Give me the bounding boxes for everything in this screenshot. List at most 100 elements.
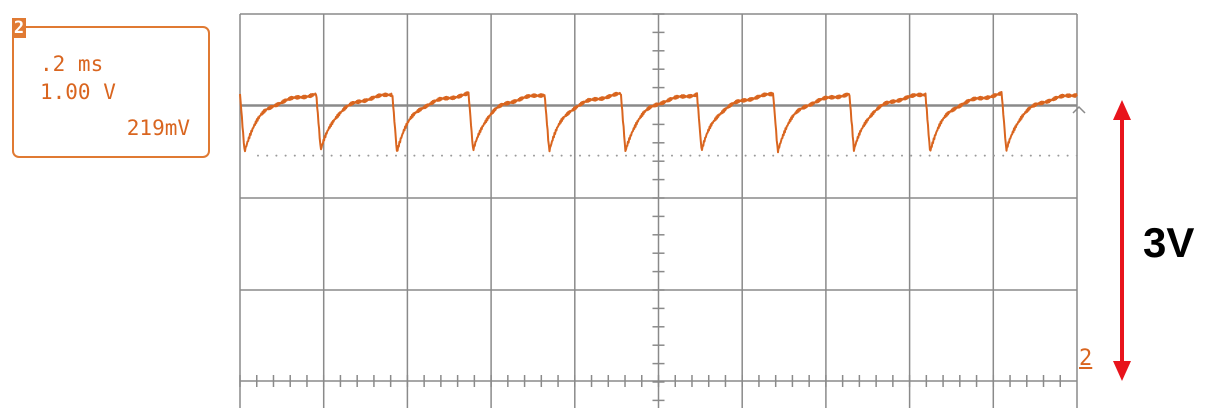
reference-dot [505,154,508,157]
reference-dot [1075,154,1078,157]
reference-dot [790,154,793,157]
reference-dot [330,154,333,157]
reference-dot [763,154,765,157]
reference-dot [468,154,471,157]
reference-dot [864,154,867,157]
trigger-arrow [1072,105,1086,114]
reference-dot [781,154,784,157]
reference-dot [661,154,664,157]
reference-dot [753,154,756,157]
reference-dot [689,154,692,157]
reference-dot [275,154,278,157]
reference-dot [974,154,977,157]
reference-dot [671,154,673,157]
measurement-readout: 219mV [126,116,190,140]
reference-dot [376,154,379,157]
reference-dot [395,154,397,157]
reference-dot [413,154,416,157]
reference-dot [441,154,443,157]
reference-dot [597,154,600,157]
reference-dot [477,154,480,157]
reference-dot [799,154,802,157]
reference-dot [1011,154,1014,157]
reference-dot [901,154,903,157]
reference-dot [707,154,710,157]
reference-dot [809,154,811,157]
reference-dot [891,154,894,157]
reference-dot [772,154,775,157]
reference-dot [293,154,296,157]
reference-dot [312,154,315,157]
reference-dot [625,154,627,157]
reference-dot [1057,154,1060,157]
reference-dot [836,154,839,157]
reference-dot [514,154,517,157]
reference-dot [919,154,922,157]
trigger-marker [1072,105,1086,114]
reference-dot [680,154,683,157]
reference-dot [1066,154,1069,157]
reference-dot [845,154,848,157]
reference-dot [855,154,857,157]
volts-per-div-readout: 1.00 V [40,80,116,104]
reference-dot [606,154,609,157]
reference-dot [284,154,287,157]
reference-dot [358,154,361,157]
reference-dot [303,154,305,157]
reference-dot [431,154,434,157]
scale-arrow [1113,100,1131,381]
reference-dot [579,154,581,157]
reference-dot [422,154,425,157]
reference-dot [257,154,259,157]
scale-annotation: 3V [1143,219,1195,266]
reference-dot [882,154,885,157]
reference-dot [367,154,370,157]
reference-dot [818,154,821,157]
reference-dot [726,154,729,157]
reference-dot [717,154,719,157]
scale-arrow-head-bottom [1113,361,1131,381]
reference-dot [321,154,324,157]
reference-dot [533,154,535,157]
reference-level-dots [257,154,1078,157]
reference-dot [487,154,489,157]
reference-dot [643,154,646,157]
reference-dot [956,154,959,157]
reference-dot [634,154,637,157]
waveform-trace [239,91,1078,154]
reference-dot [496,154,499,157]
reference-dot [459,154,462,157]
reference-dot [588,154,591,157]
reference-dot [523,154,526,157]
grid [239,13,1078,408]
reference-dot [983,154,986,157]
channel-badge: 2 [12,18,26,38]
reference-dot [569,154,572,157]
reference-dot [827,154,830,157]
reference-dot [551,154,554,157]
reference-dot [652,154,655,157]
reference-dot [947,154,949,157]
reference-dot [910,154,913,157]
reference-dot [965,154,968,157]
reference-dot [1048,154,1051,157]
reference-dot [1029,154,1032,157]
reference-dot [993,154,995,157]
reference-dot [560,154,563,157]
reference-dot [339,154,342,157]
timebase-readout: .2 ms [40,52,104,76]
reference-dot [744,154,747,157]
reference-dot [385,154,388,157]
reference-dot [450,154,453,157]
grid-ticks [239,13,1077,402]
reference-dot [873,154,876,157]
reference-dot [698,154,701,157]
reference-dot [266,154,269,157]
reference-dot [349,154,351,157]
reference-dot [937,154,940,157]
reference-dot [1039,154,1041,157]
reference-dot [542,154,545,157]
channel-info-box: 2 .2 ms 1.00 V 219mV [12,18,210,158]
reference-dot [1020,154,1023,157]
